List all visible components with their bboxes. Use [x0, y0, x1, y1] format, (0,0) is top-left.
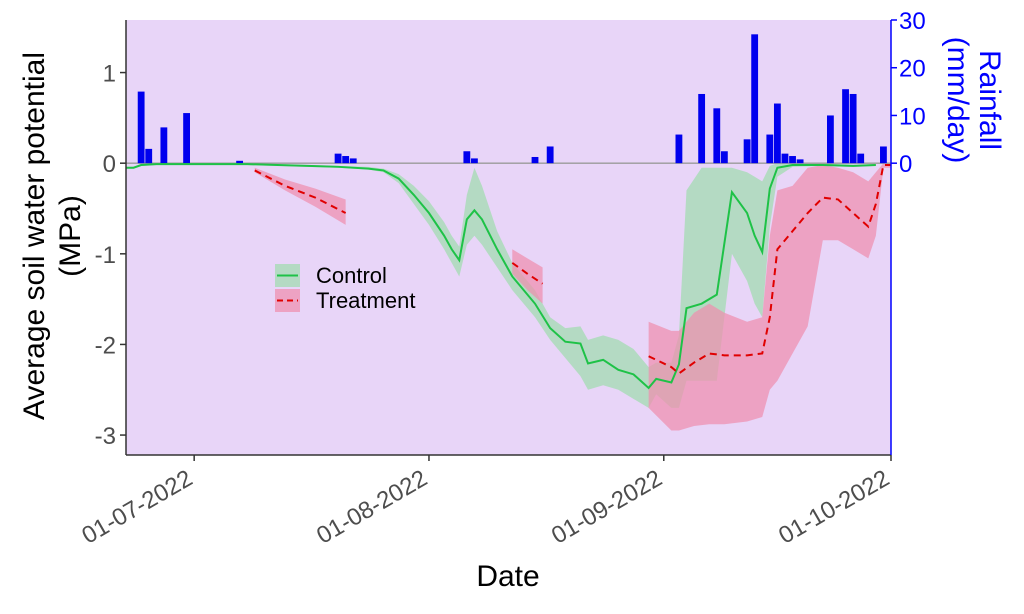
rainfall-bar — [546, 146, 554, 164]
rainfall-bar — [743, 139, 751, 164]
y-tick-label: 0 — [103, 151, 116, 178]
rainfall-bar — [137, 91, 145, 164]
x-tick-label: 01-07-2022 — [77, 465, 197, 550]
legend-label-treatment: Treatment — [316, 288, 415, 313]
rainfall-bar — [826, 115, 834, 164]
y-tick-label: -3 — [95, 423, 116, 450]
rainfall-bar — [349, 158, 357, 164]
treatment-line-1 — [254, 169, 347, 214]
rainfall-bar — [842, 89, 849, 164]
legend-label-control: Control — [316, 263, 387, 288]
rainfall-tick-label: 10 — [899, 103, 926, 130]
y-axis-title-line1: Average soil water potential — [18, 52, 51, 420]
rainfall-bar — [781, 153, 789, 164]
rainfall-bar — [145, 148, 153, 164]
treatment-ribbon-2 — [512, 249, 543, 304]
rainfall-bar — [334, 153, 342, 164]
rainfall-bar — [880, 146, 887, 164]
rainfall-bar — [720, 151, 728, 164]
rainfall-bar — [796, 159, 804, 164]
rainfall-bar — [713, 108, 721, 164]
rainfall-bars — [137, 34, 887, 164]
rainfall-bar — [675, 134, 683, 164]
treatment-line-3 — [648, 164, 891, 375]
rainfall-bar — [751, 34, 759, 164]
rainfall-bar — [789, 156, 796, 164]
rainfall-bar — [857, 153, 865, 164]
rainfall-bar — [463, 151, 471, 164]
x-tick-label: 01-08-2022 — [312, 465, 432, 550]
rainfall-tick-label: 0 — [899, 151, 912, 178]
rainfall-tick-label: 30 — [899, 8, 926, 35]
rainfall-bar — [183, 113, 191, 164]
y-tick-label: -2 — [95, 332, 116, 359]
rainfall-bar — [342, 156, 350, 164]
y-axis-title-line2: (MPa) — [54, 195, 87, 277]
control-line — [126, 163, 876, 390]
x-axis-title: Date — [476, 560, 539, 593]
rainfall-bar — [773, 103, 781, 164]
rainfall-bar — [766, 134, 774, 164]
rainfall-bar — [236, 160, 244, 164]
rainfall-bar — [849, 93, 857, 164]
x-tick-label: 01-09-2022 — [547, 465, 667, 550]
rainfall-axis-title-line2: (mm/day) — [941, 37, 974, 164]
treatment-line-2 — [511, 262, 544, 285]
rainfall-bar — [160, 127, 168, 164]
rainfall-axis-title-line1: Rainfall — [973, 50, 1006, 150]
y-tick-label: -1 — [95, 242, 116, 269]
rainfall-bar — [471, 158, 478, 164]
x-tick-label: 01-10-2022 — [774, 465, 894, 550]
rainfall-tick-label: 20 — [899, 56, 926, 83]
rainfall-bar — [698, 93, 706, 164]
y-tick-label: 1 — [103, 61, 116, 88]
rainfall-bar — [531, 156, 539, 164]
treatment-ribbon-3 — [648, 163, 891, 431]
series-lines — [126, 163, 891, 390]
